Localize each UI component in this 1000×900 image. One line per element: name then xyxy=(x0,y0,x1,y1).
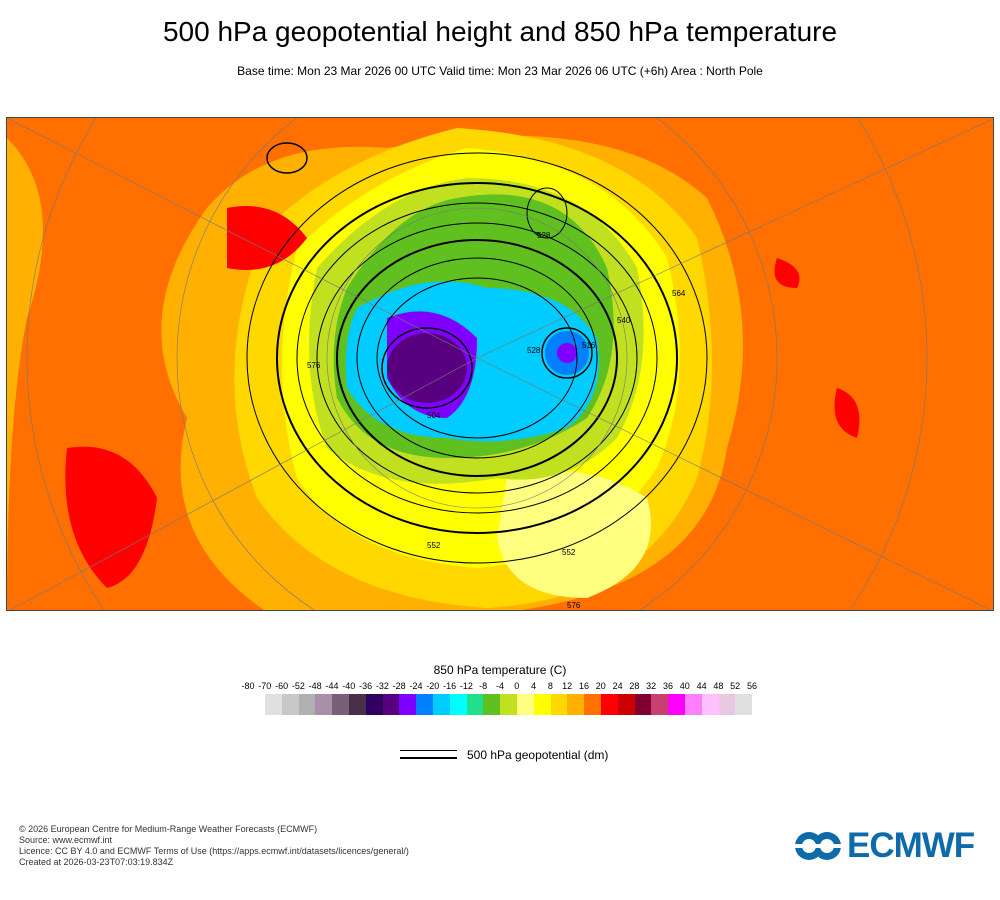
colorbar-tick-label: -40 xyxy=(342,681,356,691)
colorbar-tick-label: 16 xyxy=(578,681,590,691)
colorbar-swatch xyxy=(617,694,635,715)
colorbar-tick-label: -80 xyxy=(241,681,255,691)
colorbar-tick-label: 32 xyxy=(646,681,657,691)
ecmwf-logo: ECMWF xyxy=(795,826,975,866)
colorbar-tick-label: -44 xyxy=(325,681,339,691)
colorbar-tick-label: 4 xyxy=(531,681,537,691)
contour-labels: 576 552 528 516 504 540 564 576 528 552 xyxy=(307,231,686,610)
colorbar-swatch xyxy=(533,694,551,715)
colorbar-tick-label: -20 xyxy=(426,681,440,691)
colorbar-labels: -80 -70 -60 -52 -48 -44 -40 -36 -32 -28 -24 -20 -16-… xyxy=(240,681,760,693)
colorbar-tick-label: -28 xyxy=(392,681,406,691)
colorbar-tick-label: -12 xyxy=(459,681,473,691)
colorbar-swatch xyxy=(365,694,383,715)
colorbar-title: 850 hPa temperature (C) xyxy=(433,663,567,677)
contour-label: 504 xyxy=(427,411,441,420)
logo-text: ECMWF xyxy=(847,826,975,865)
colorbar-swatch xyxy=(567,694,585,715)
colorbar-swatch xyxy=(668,694,685,715)
colorbar-tick-label: 40 xyxy=(679,681,690,691)
source-text: Source: www.ecmwf.int xyxy=(19,835,113,845)
weather-map: 576 552 528 516 504 540 564 576 528 552 xyxy=(6,117,994,611)
contour-label: 552 xyxy=(562,548,576,557)
footer: © 2026 European Centre for Medium-Range … xyxy=(19,824,409,868)
colorbar-tick-label: -48 xyxy=(308,681,322,691)
colorbar-swatch xyxy=(348,694,366,715)
colorbar-swatch xyxy=(332,694,349,715)
colorbar-tick-label: -36 xyxy=(359,681,373,691)
colorbar-tick-label: -24 xyxy=(409,681,423,691)
colorbar-swatch xyxy=(516,694,534,715)
contour-line-sample xyxy=(400,750,457,760)
contour-label: 516 xyxy=(582,341,596,350)
colorbar-tick-label: 56 xyxy=(746,681,758,691)
colorbar-tick-label: -4 xyxy=(495,681,505,691)
colorbar-swatch xyxy=(735,694,753,715)
colorbar-tick-label: -70 xyxy=(258,681,272,691)
contour-label: 528 xyxy=(527,346,541,355)
contour-label: 564 xyxy=(672,289,686,298)
colorbar-tick-label: 20 xyxy=(595,681,606,691)
colorbar-tick-label: 36 xyxy=(662,681,674,691)
colorbar-tick-label: -16 xyxy=(443,681,457,691)
colorbar-swatch xyxy=(466,694,484,715)
colorbar-swatch xyxy=(298,694,316,715)
chart-subtitle: Base time: Mon 23 Mar 2026 00 UTC Valid … xyxy=(237,64,763,78)
colorbar-swatch xyxy=(281,694,299,715)
colorbar-swatch xyxy=(600,694,618,715)
graticule xyxy=(7,118,993,610)
licence-text: Licence: CC BY 4.0 and ECMWF Terms of Us… xyxy=(19,846,409,856)
contour-legend: 500 hPa geopotential (dm) xyxy=(400,748,608,762)
contour-label: 576 xyxy=(567,601,581,610)
colorbar-swatch xyxy=(634,694,652,715)
colorbar-swatch xyxy=(684,694,702,715)
colorbar-swatch xyxy=(500,694,517,715)
colorbar-tick-label: 44 xyxy=(696,681,707,691)
colorbar-tick-label: -60 xyxy=(275,681,289,691)
chart-title: 500 hPa geopotential height and 850 hPa … xyxy=(162,16,838,47)
colorbar-swatch xyxy=(399,694,417,715)
colorbar-swatch xyxy=(265,694,282,715)
colorbar-tick-label: -52 xyxy=(291,681,305,691)
geopotential-contours xyxy=(246,142,708,564)
ecmwf-logo-icon xyxy=(795,832,841,860)
colorbar-swatch xyxy=(651,694,669,715)
contour-label: 540 xyxy=(617,316,631,325)
contour-label: 552 xyxy=(427,541,441,550)
colorbar-tick-label: 28 xyxy=(629,681,640,691)
temperature-field xyxy=(7,118,860,610)
colorbar-tick-label: 24 xyxy=(612,681,623,691)
contour-label: 528 xyxy=(537,231,551,240)
colorbar-tick-label: -8 xyxy=(479,681,488,691)
colorbar-swatch xyxy=(449,694,467,715)
colorbar-swatch xyxy=(550,694,568,715)
colorbar-swatch xyxy=(483,694,501,715)
contour-label: 576 xyxy=(307,361,321,370)
colorbar-tick-label: 48 xyxy=(713,681,724,691)
colorbar-swatch xyxy=(416,694,433,715)
created-text: Created at 2026-03-23T07:03:19.834Z xyxy=(19,857,174,867)
colorbar-swatch xyxy=(315,694,333,715)
colorbar xyxy=(265,694,753,715)
copyright-text: © 2026 European Centre for Medium-Range … xyxy=(19,824,318,834)
colorbar-swatch xyxy=(718,694,736,715)
colorbar-swatch xyxy=(382,694,400,715)
colorbar-swatch xyxy=(584,694,601,715)
contour-legend-label: 500 hPa geopotential (dm) xyxy=(467,748,609,762)
colorbar-tick-label: 52 xyxy=(730,681,741,691)
map-canvas: 576 552 528 516 504 540 564 576 528 552 xyxy=(7,118,993,610)
colorbar-tick-label: -32 xyxy=(375,681,389,691)
colorbar-swatch xyxy=(701,694,719,715)
colorbar-tick-label: 0 xyxy=(514,681,520,691)
colorbar-tick-label: 12 xyxy=(562,681,573,691)
colorbar-tick-label: 8 xyxy=(547,681,553,691)
colorbar-swatch xyxy=(432,694,450,715)
